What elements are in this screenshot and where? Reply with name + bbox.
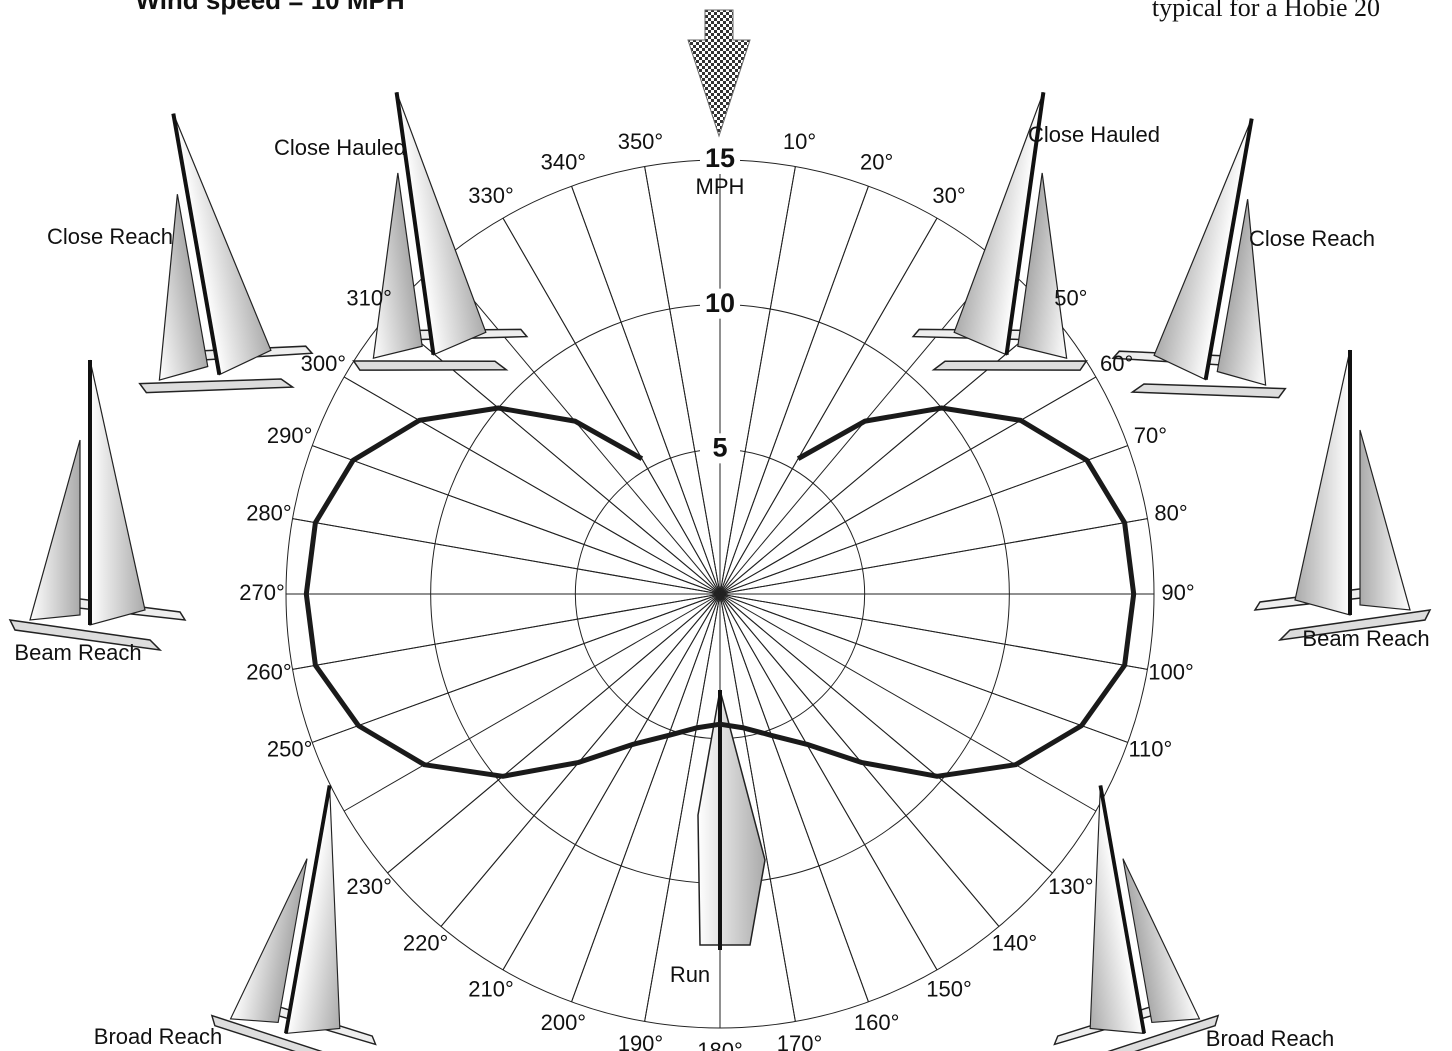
point-of-sail-label: Close Reach xyxy=(1249,226,1375,251)
theta-tick-label: 110° xyxy=(1128,736,1172,761)
theta-tick-label: 330° xyxy=(468,183,514,208)
theta-tick-label: 60° xyxy=(1100,351,1133,376)
theta-tick-label: 50° xyxy=(1054,285,1087,310)
theta-tick-label: 290° xyxy=(267,423,313,448)
theta-grid-line xyxy=(720,186,868,594)
boat xyxy=(207,772,419,1051)
spoke xyxy=(344,594,720,811)
mainsail xyxy=(286,785,381,1042)
theta-grid-line xyxy=(645,167,720,594)
point-of-sail-label: Broad Reach xyxy=(94,1024,222,1049)
theta-tick-label: 140° xyxy=(992,931,1038,956)
theta-tick-label: 230° xyxy=(346,874,392,899)
jib xyxy=(30,440,80,620)
theta-grid-line xyxy=(720,167,795,594)
mainsail xyxy=(1049,785,1144,1042)
theta-tick-label: 70° xyxy=(1134,423,1167,448)
theta-tick-label: 30° xyxy=(932,183,965,208)
theta-grid-line xyxy=(572,186,720,594)
theta-tick-label: 200° xyxy=(541,1010,587,1035)
theta-grid-line xyxy=(312,594,720,742)
theta-grid-line xyxy=(503,594,720,970)
theta-tick-label: 100° xyxy=(1148,659,1194,684)
theta-tick-label: 170° xyxy=(777,1031,823,1051)
spoke xyxy=(720,594,1096,811)
wind-arrow xyxy=(688,10,750,136)
theta-tick-label: 190° xyxy=(618,1031,664,1051)
r-tick-label: 5 xyxy=(712,432,727,462)
boat xyxy=(1108,102,1331,418)
theta-tick-label: 20° xyxy=(860,149,893,174)
mainsail xyxy=(90,360,145,625)
theta-tick-label: 310° xyxy=(346,285,392,310)
theta-grid-line xyxy=(720,377,1096,594)
theta-tick-label: 130° xyxy=(1048,874,1094,899)
theta-tick-label: 260° xyxy=(246,659,292,684)
r-axis-label: MPH xyxy=(696,174,745,199)
theta-tick-label: 270° xyxy=(239,580,285,605)
theta-grid-line xyxy=(720,218,937,594)
theta-grid-line xyxy=(720,594,1128,742)
point-of-sail-label: Close Reach xyxy=(47,224,173,249)
theta-grid-line xyxy=(293,519,720,594)
point-of-sail-label: Broad Reach xyxy=(1206,1026,1334,1051)
theta-tick-label: 350° xyxy=(618,129,664,154)
point-of-sail-label: Beam Reach xyxy=(1302,626,1429,651)
theta-tick-label: 160° xyxy=(854,1010,900,1035)
point-of-sail-label: Beam Reach xyxy=(14,640,141,665)
theta-tick-label: 80° xyxy=(1154,500,1187,525)
theta-tick-label: 150° xyxy=(926,976,972,1001)
theta-tick-label: 210° xyxy=(468,976,514,1001)
mainsail xyxy=(1295,350,1350,615)
theta-tick-label: 180° xyxy=(697,1038,743,1051)
theta-grid-line xyxy=(720,519,1147,594)
r-tick-label: 15 xyxy=(705,143,735,173)
chart: Wind speed = 10 MPH typical for a Hobie … xyxy=(0,0,1452,1051)
jib xyxy=(1360,430,1410,610)
theta-grid-line xyxy=(293,594,720,669)
chart-subtitle: typical for a Hobie 20 xyxy=(1152,0,1380,22)
theta-tick-label: 220° xyxy=(403,931,449,956)
theta-tick-label: 90° xyxy=(1161,580,1194,605)
theta-grid-line xyxy=(344,377,720,594)
chart-title: Wind speed = 10 MPH xyxy=(135,0,404,15)
point-of-sail-label: Close Hauled xyxy=(1028,122,1160,147)
theta-tick-label: 250° xyxy=(267,736,313,761)
point-of-sail-label: Close Hauled xyxy=(274,135,406,160)
boat xyxy=(317,79,531,391)
theta-tick-label: 280° xyxy=(246,500,292,525)
boat xyxy=(10,360,185,650)
point-of-sail-label: Run xyxy=(670,962,710,987)
theta-tick-label: 340° xyxy=(541,149,587,174)
theta-tick-label: 10° xyxy=(783,129,816,154)
theta-grid-line xyxy=(572,594,720,1002)
theta-grid-line xyxy=(503,218,720,594)
theta-grid-line xyxy=(720,446,1128,594)
boat xyxy=(1012,772,1224,1051)
theta-tick-label: 300° xyxy=(301,351,347,376)
theta-grid-line xyxy=(312,446,720,594)
r-tick-label: 10 xyxy=(705,288,735,318)
theta-grid-line xyxy=(720,594,1147,669)
